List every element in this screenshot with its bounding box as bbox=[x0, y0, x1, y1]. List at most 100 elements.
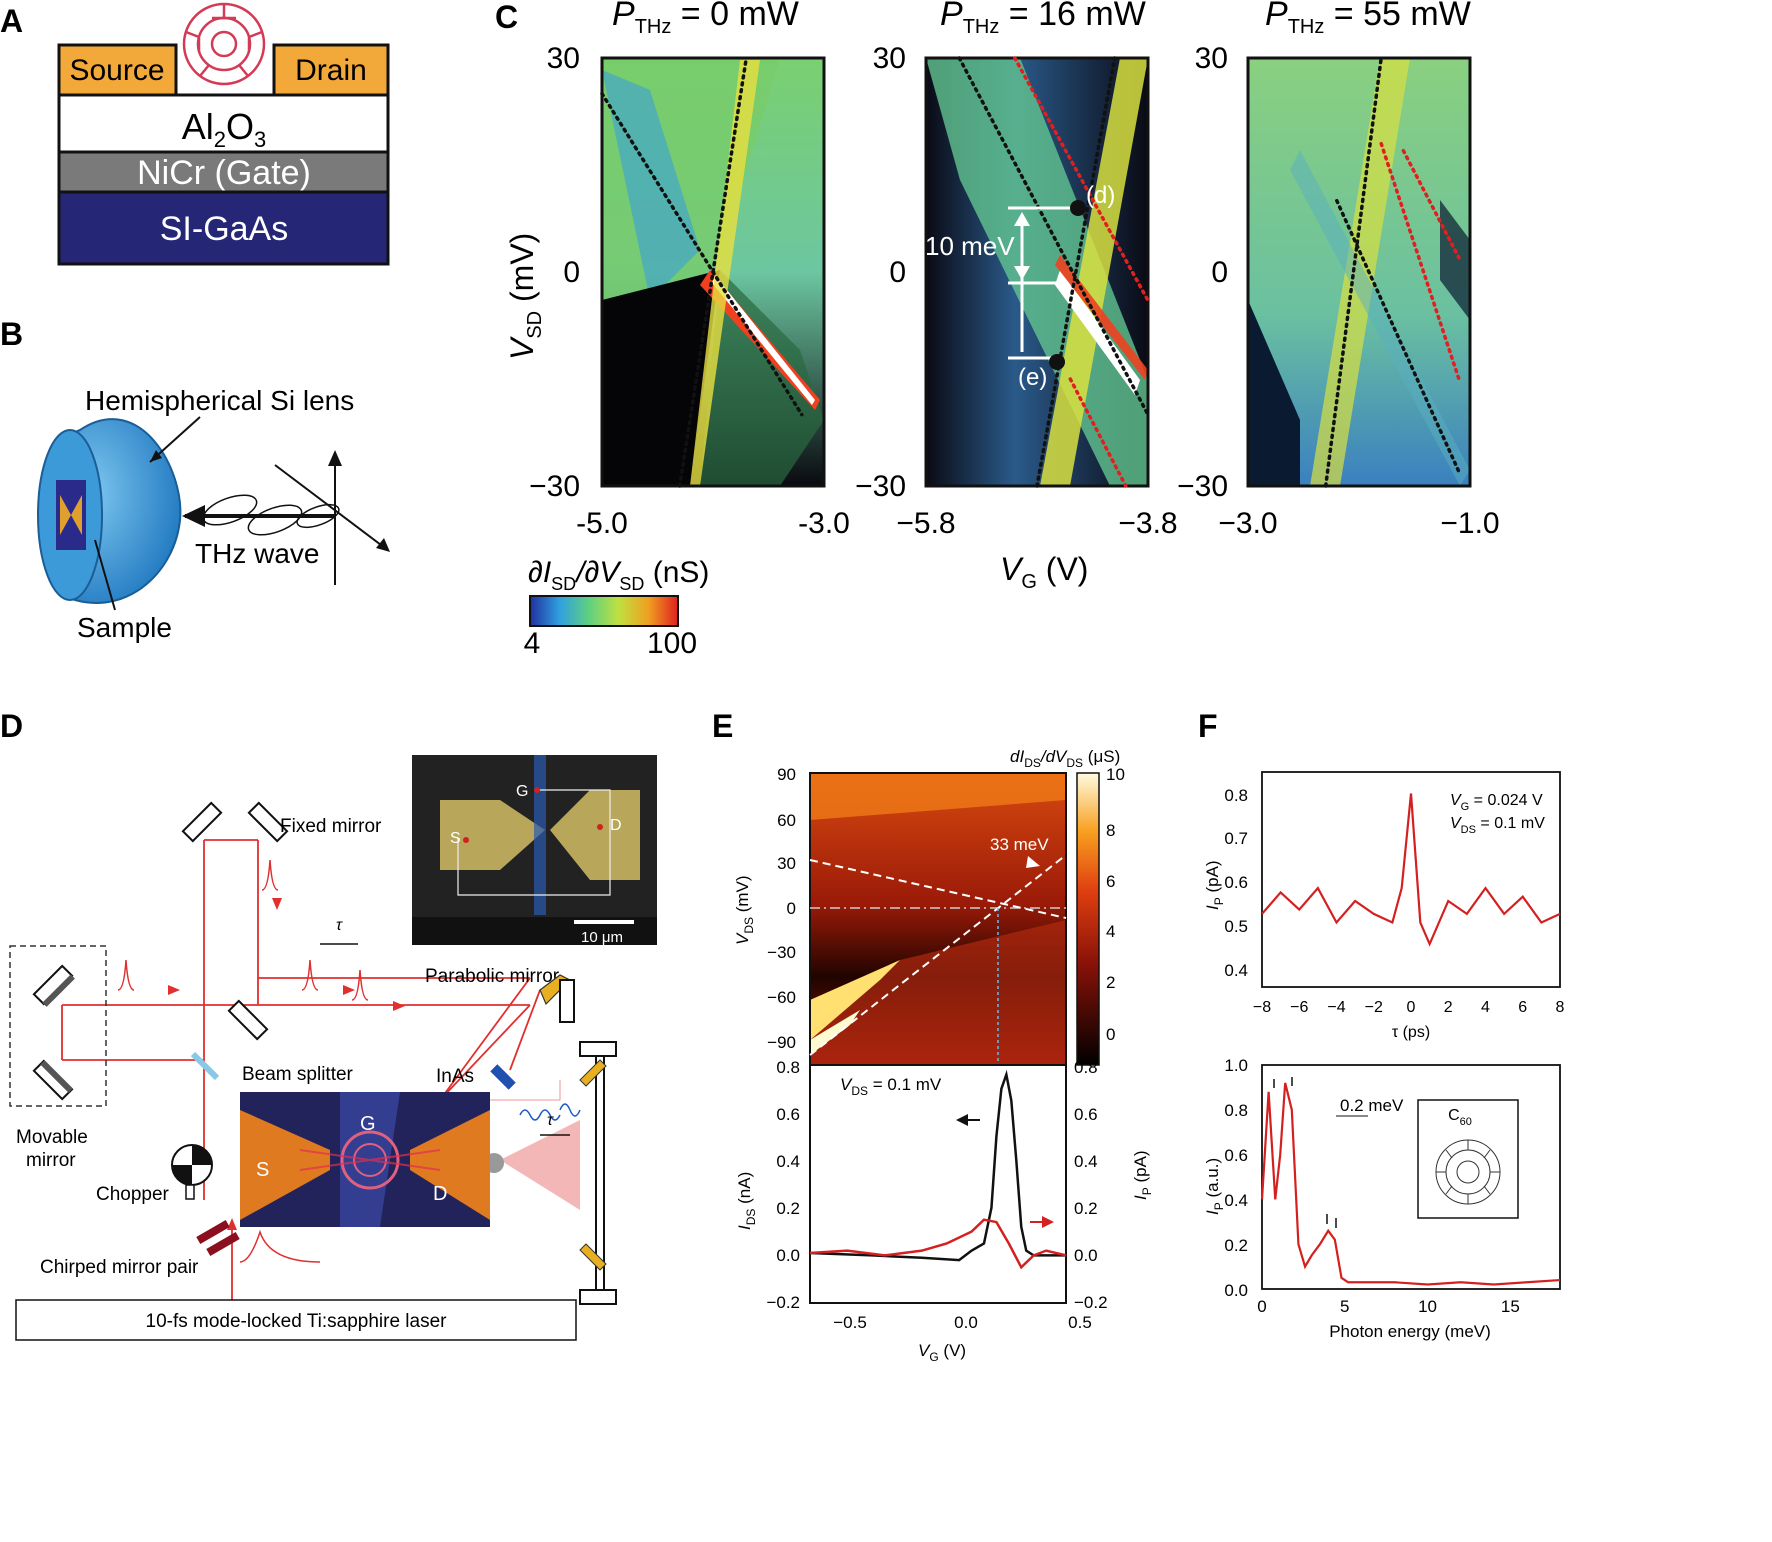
c-colorbar-min: 4 bbox=[524, 627, 541, 660]
e-33mev-arrow bbox=[1026, 856, 1040, 868]
e-bl-tick-06: 0.6 bbox=[776, 1105, 800, 1124]
e-top-ylabel: VDS (mV) bbox=[733, 875, 756, 945]
e-xtick-05: 0.5 bbox=[1068, 1313, 1092, 1332]
gate-label: NiCr (Gate) bbox=[137, 154, 311, 192]
f-top-series bbox=[1261, 793, 1561, 947]
render-drain-electrode bbox=[410, 1110, 490, 1220]
e-ytick-m60: −60 bbox=[767, 988, 796, 1007]
thz-wave-arrowhead bbox=[182, 505, 205, 527]
e-bottom-ylabel-right: IP (pA) bbox=[1131, 1150, 1154, 1200]
e-cbar-tick-10: 10 bbox=[1106, 765, 1125, 784]
e-bottom-ylabel-left: IDS (nA) bbox=[735, 1172, 758, 1230]
c-bracket-arrow-up bbox=[1014, 212, 1030, 226]
e-br-tick-08: 0.8 bbox=[1074, 1058, 1098, 1077]
f-vds-label: VDS = 0.1 mV bbox=[1450, 815, 1545, 836]
panel-c: C PTHz = 0 mW PTHz = 16 mW PTHz = 55 mW bbox=[495, 0, 1500, 660]
c-title-1: PTHz = 0 mW bbox=[612, 0, 799, 38]
chopper-label: Chopper bbox=[96, 1184, 170, 1205]
c3-guide-line-0 bbox=[1335, 198, 1461, 474]
circuit-wires bbox=[457, 789, 611, 896]
f-top-ytick-05: 0.5 bbox=[1224, 917, 1248, 936]
c-bracket-arrow-down bbox=[1014, 266, 1030, 280]
chirped-mirror-icon bbox=[196, 1220, 240, 1256]
f-top-xtick: −6 bbox=[1290, 999, 1308, 1016]
c2-guide-line-0 bbox=[957, 56, 1150, 417]
e-xlabel: VG (V) bbox=[918, 1341, 966, 1364]
f-top-ytick-08: 0.8 bbox=[1224, 786, 1248, 805]
e-ytick-60: 60 bbox=[777, 811, 796, 830]
e-vds-label: VDS = 0.1 mV bbox=[840, 1075, 942, 1098]
drain-contact bbox=[597, 824, 603, 830]
f-bottom-xtick: 5 bbox=[1340, 1297, 1349, 1316]
laser-label: 10-fs mode-locked Ti:sapphire laser bbox=[146, 1311, 448, 1332]
f-bottom-series bbox=[1260, 1082, 1561, 1286]
axis-diagonal-head bbox=[376, 538, 390, 552]
c2-guide-line-3 bbox=[1068, 377, 1128, 488]
c2-xtick-right: −3.8 bbox=[1118, 507, 1177, 540]
c1-guide-line-1 bbox=[677, 56, 749, 488]
c2-xtick-left: −5.8 bbox=[896, 507, 955, 540]
f-top-xlabel: τ (ps) bbox=[1392, 1024, 1430, 1041]
e-guide-2 bbox=[809, 854, 1067, 1056]
f-bottom-xtick: 15 bbox=[1501, 1297, 1520, 1316]
f-top-ytick-07: 0.7 bbox=[1224, 829, 1248, 848]
inset-d-label: D bbox=[610, 817, 622, 834]
panel-letter-a: A bbox=[0, 3, 23, 39]
drain-pad bbox=[550, 790, 640, 880]
e-series-ip bbox=[809, 1218, 1067, 1270]
e-bottom-frame bbox=[809, 1064, 1067, 1304]
panel-letter-c: C bbox=[495, 0, 518, 35]
sem-inset: G S D 10 μm bbox=[412, 755, 657, 946]
beam-paths bbox=[61, 839, 541, 1300]
f-bot-ytick-06: 0.6 bbox=[1224, 1146, 1248, 1165]
c-heatmap-3 bbox=[1246, 56, 1472, 488]
e-xtick-m05: −0.5 bbox=[833, 1313, 867, 1332]
movable-mirror-label-2: mirror bbox=[26, 1150, 76, 1171]
f-top-xtick: 4 bbox=[1481, 999, 1490, 1016]
panel-a: A Source Drain Al2O3 NiCr (Gate) SI-GaAs bbox=[0, 2, 390, 266]
inas-crystal-icon bbox=[490, 1064, 516, 1090]
f-peak-ticks bbox=[1273, 1077, 1337, 1228]
e-bl-tick-00: 0.0 bbox=[776, 1246, 800, 1265]
f-bot-ytick-04: 0.4 bbox=[1224, 1191, 1248, 1210]
e-red-arrowhead bbox=[1042, 1216, 1054, 1228]
e-ytick-90: 90 bbox=[777, 765, 796, 784]
e-bottom-series bbox=[809, 1069, 1067, 1270]
panel-letter-d: D bbox=[0, 708, 23, 744]
movable-mirror-label-1: Movable bbox=[16, 1127, 88, 1148]
e-heatmap bbox=[809, 772, 1067, 1066]
f-bottom-ip-line bbox=[1260, 1082, 1561, 1286]
f-bot-ytick-10: 1.0 bbox=[1224, 1056, 1248, 1075]
marker-e bbox=[1049, 354, 1065, 370]
c-ytick-30: 30 bbox=[547, 42, 580, 75]
scalebar-label: 10 μm bbox=[581, 929, 623, 946]
c2-ytick-0: 0 bbox=[889, 256, 906, 289]
f-bot-ytick-02: 0.2 bbox=[1224, 1236, 1248, 1255]
f-top-xtick: 6 bbox=[1518, 999, 1527, 1016]
c3-xtick-right: −1.0 bbox=[1440, 507, 1499, 540]
marker-e-label: (e) bbox=[1018, 364, 1047, 391]
axis-vertical-head bbox=[328, 450, 342, 466]
c-ylabel: VSD (mV) bbox=[504, 233, 546, 360]
e-cbar-tick-8: 8 bbox=[1106, 821, 1115, 840]
e-br-tick-04: 0.4 bbox=[1074, 1152, 1098, 1171]
f-top-ip-line bbox=[1261, 793, 1561, 947]
thz-wave-oscillation-icon bbox=[202, 494, 340, 536]
panel-e: E 33 meV 90 60 30 0 −30 −60 −90 VDS (mV)… bbox=[712, 708, 1154, 1364]
e-colorbar-label: dIDS/dVDS (μS) bbox=[1010, 747, 1120, 770]
source-contact bbox=[463, 837, 469, 843]
f-bottom-ylabel: IP (a.u.) bbox=[1203, 1158, 1226, 1215]
f-bottom-xtick: 10 bbox=[1418, 1297, 1437, 1316]
c-title-3: PTHz = 55 mW bbox=[1265, 0, 1471, 38]
c3-guide-line-1 bbox=[1323, 56, 1383, 488]
sample-pointer bbox=[94, 539, 116, 611]
e-series-ids bbox=[809, 1069, 1066, 1262]
source-label: Source bbox=[69, 54, 164, 87]
substrate-label: SI-GaAs bbox=[160, 210, 288, 248]
c-ytick-m30: −30 bbox=[529, 470, 580, 503]
drain-label: Drain bbox=[295, 54, 367, 87]
chopper-icon bbox=[171, 1144, 213, 1200]
chirped-mirror-label: Chirped mirror pair bbox=[40, 1257, 199, 1278]
e-br-tick-00: 0.0 bbox=[1074, 1246, 1098, 1265]
render-source-electrode bbox=[240, 1110, 330, 1220]
